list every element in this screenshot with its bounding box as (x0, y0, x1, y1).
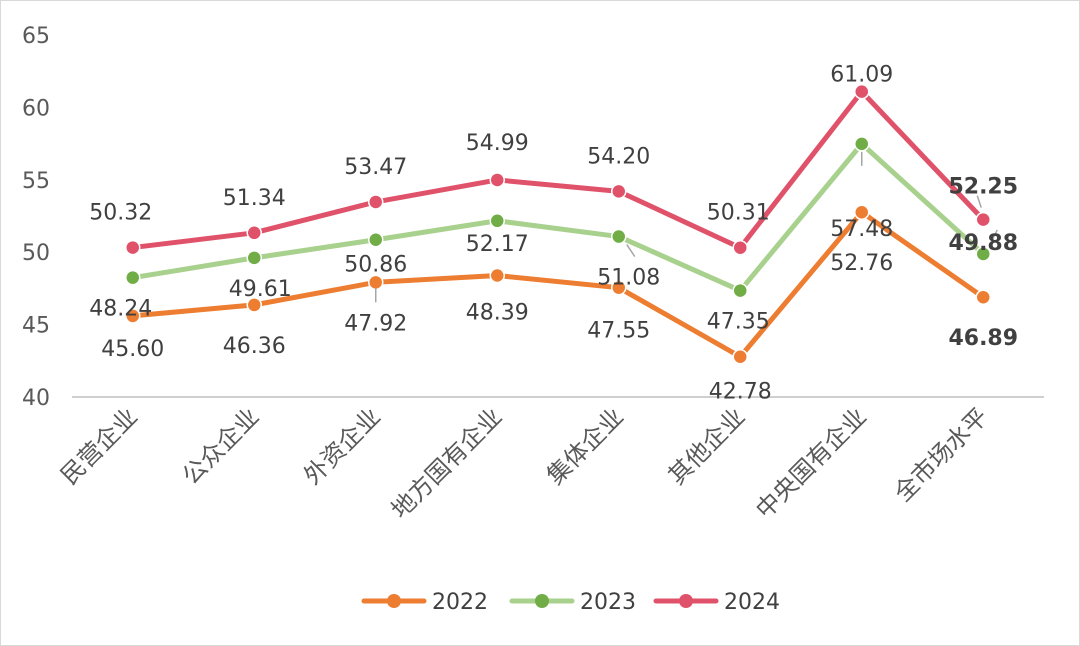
series-2022-point (246, 297, 262, 313)
series-2024-data-label: 61.09 (830, 63, 893, 88)
series-2022-point (732, 348, 748, 365)
x-category-label: 地方国有企业 (386, 402, 508, 524)
legend-swatch-marker (387, 594, 401, 608)
x-category-label: 其他企业 (663, 402, 751, 490)
legend-swatch-marker (679, 594, 693, 608)
series-2023-point (489, 213, 505, 229)
series-2023-data-label: 57.48 (830, 217, 893, 242)
series-2023-data-label: 49.61 (229, 277, 292, 302)
series-2022-data-label: 42.78 (709, 380, 772, 405)
data-label-leader (976, 195, 982, 208)
series-2023-point (125, 269, 141, 286)
series-2023-line (130, 141, 986, 294)
series-2023-point (975, 246, 991, 262)
x-category-label: 公众企业 (177, 402, 265, 490)
data-label-leader (626, 244, 636, 257)
legend-label: 2024 (724, 590, 780, 615)
series-2023-point (368, 231, 384, 248)
legend-label: 2022 (432, 590, 488, 615)
series-2024-data-label: 54.99 (466, 131, 529, 156)
series-2023-data-label: 50.86 (344, 253, 407, 278)
series-2023-point (246, 250, 262, 266)
series-2024-data-label: 54.20 (587, 144, 650, 169)
y-tick-label: 40 (22, 386, 50, 411)
series-2022-point (125, 308, 141, 324)
legend-item-2022: 2022 (361, 590, 488, 615)
x-category-label: 全市场水平 (889, 402, 994, 507)
legend-item-2023: 2023 (509, 590, 636, 615)
series-2024-point (732, 239, 748, 256)
y-tick-label: 65 (22, 24, 50, 49)
series-2022-data-label: 47.55 (587, 319, 650, 344)
series-2022-point (611, 279, 627, 296)
y-tick-label: 50 (22, 241, 50, 266)
series-2022-line (130, 209, 986, 360)
y-tick-label: 55 (22, 169, 50, 194)
series-2023-data-label: 47.35 (707, 310, 770, 335)
series-2024-point (975, 211, 991, 228)
series-2024-point (246, 225, 262, 241)
x-category-label: 中央国有企业 (750, 402, 872, 524)
series-2022-data-label: 46.89 (948, 326, 1018, 351)
series-2024-point (125, 239, 141, 256)
series-2023-data-label: 52.17 (466, 232, 529, 257)
series-2022-data-label: 48.39 (466, 301, 529, 326)
series-2022-data-label: 52.76 (830, 251, 893, 276)
series-2024-data-label: 50.32 (89, 201, 152, 226)
series-2024-point (489, 172, 505, 188)
legend-item-2024: 2024 (653, 590, 780, 615)
series-2024-data-label: 51.34 (223, 186, 286, 211)
x-category-label: 民营企业 (55, 402, 143, 490)
series-2024-data-label: 52.25 (948, 175, 1018, 200)
series-2024-point (854, 83, 870, 100)
series-2022-data-label: 45.60 (101, 337, 164, 362)
series-2023-data-label: 48.24 (89, 297, 152, 322)
series-2023-data-label: 49.88 (948, 231, 1018, 256)
y-tick-label: 45 (22, 314, 50, 339)
series-2022-point (489, 267, 505, 284)
series-2024-point (611, 183, 627, 200)
series-2023-data-label: 51.08 (597, 266, 660, 291)
x-category-label: 集体企业 (541, 402, 629, 490)
series-2024-line (130, 89, 986, 251)
series-2024-data-label: 53.47 (344, 155, 407, 180)
legend-label: 2023 (580, 590, 636, 615)
series-2023-point (854, 136, 870, 152)
series-2022-point (975, 289, 991, 305)
series-2022-data-label: 46.36 (223, 334, 286, 359)
series-2024-point (368, 194, 384, 210)
data-label-leader (990, 229, 998, 243)
series-2022-point (854, 204, 870, 220)
series-2023-point (611, 228, 627, 245)
series-2024-data-label: 50.31 (707, 201, 770, 226)
series-2022-data-label: 47.92 (344, 311, 407, 336)
series-2023-point (732, 282, 748, 299)
legend-swatch-marker (535, 594, 549, 608)
x-category-label: 外资企业 (298, 402, 386, 490)
y-tick-label: 60 (22, 96, 50, 121)
